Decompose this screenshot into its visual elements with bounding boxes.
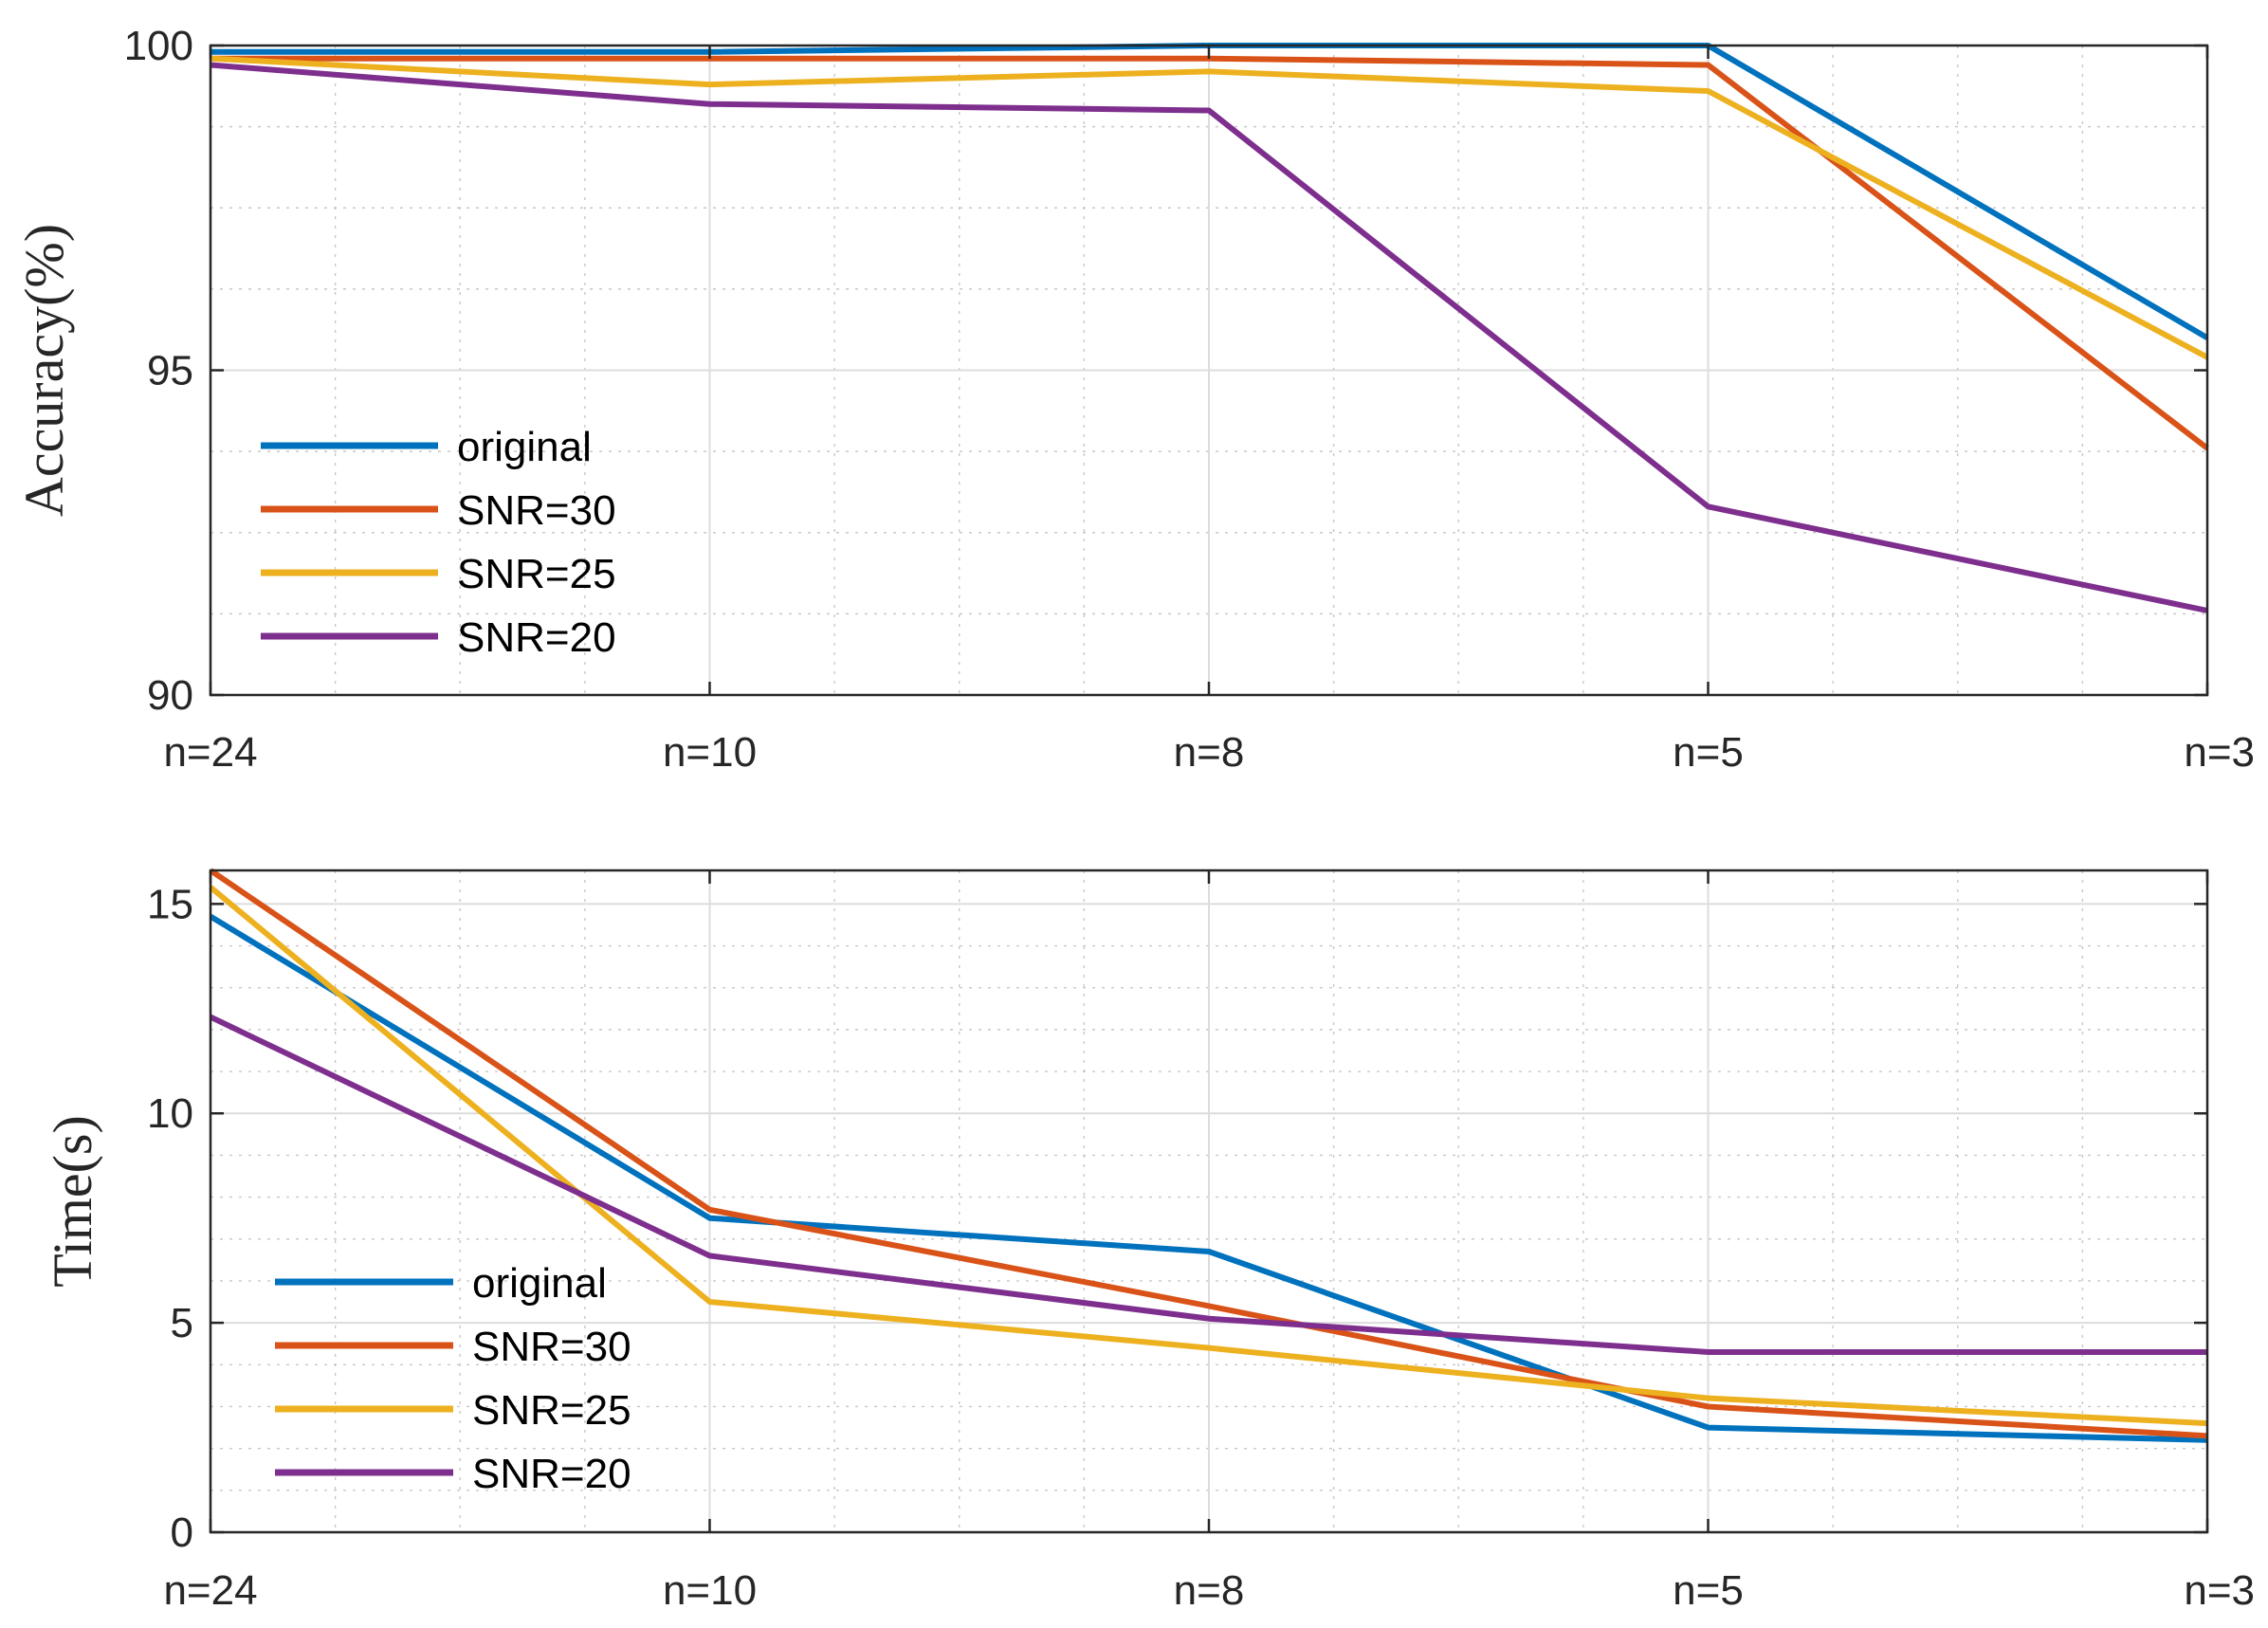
time-legend-label-0: original <box>472 1260 607 1307</box>
time-x-tick-label: n=3 <box>2184 1567 2255 1614</box>
time-y-tick-label: 0 <box>171 1509 193 1556</box>
time-series <box>209 868 2208 1443</box>
time-x-tick-label: n=24 <box>163 1567 257 1614</box>
time-y-tick-label: 10 <box>147 1090 193 1137</box>
accuracy-series-line-3 <box>210 62 2208 613</box>
accuracy-x-tick-label: n=3 <box>2184 729 2255 776</box>
time-y-tick-label: 15 <box>147 881 193 927</box>
time-series-line-1 <box>209 868 2208 1439</box>
accuracy-series-line-2 <box>210 55 2209 360</box>
time-series-line-2 <box>209 885 2208 1427</box>
accuracy-legend-label-0: original <box>457 424 592 470</box>
accuracy-y-axis-title: Accuracy(%) <box>13 224 75 517</box>
accuracy-x-tick-label: n=5 <box>1673 729 1744 776</box>
accuracy-legend-label-1: SNR=30 <box>457 487 616 534</box>
time-x-tick-label: n=8 <box>1174 1567 1245 1614</box>
time-legend-label-2: SNR=25 <box>472 1387 631 1434</box>
time-legend-label-3: SNR=20 <box>472 1451 631 1497</box>
time-y-axis-title: Time(s) <box>42 1115 103 1288</box>
accuracy-grid <box>210 46 2207 695</box>
accuracy-y-tick-label: 95 <box>147 348 193 394</box>
time-legend: original SNR=30 SNR=25 SNR=20 <box>275 1260 631 1497</box>
accuracy-y-tick-label: 90 <box>147 672 193 719</box>
accuracy-x-tick-label: n=8 <box>1174 729 1245 776</box>
time-y-tick-label: 5 <box>171 1300 193 1346</box>
accuracy-legend-label-3: SNR=20 <box>457 614 616 661</box>
accuracy-x-tick-label: n=10 <box>663 729 757 776</box>
time-series-line-3 <box>209 1014 2207 1355</box>
time-series-line-0 <box>209 914 2208 1443</box>
accuracy-x-tick-label: n=24 <box>163 729 257 776</box>
accuracy-y-tick-label: 100 <box>124 23 193 69</box>
accuracy-legend: original SNR=30 SNR=25 SNR=20 <box>261 424 616 661</box>
accuracy-chart: 90 95 100 n=24 n=10 n=8 n=5 n=3 original SNR=30 S… <box>13 23 2255 776</box>
accuracy-legend-label-2: SNR=25 <box>457 551 616 597</box>
time-legend-label-1: SNR=30 <box>472 1324 631 1370</box>
time-x-tick-label: n=10 <box>663 1567 757 1614</box>
time-ticks: 0 5 10 15 n=24 n=10 n=8 n=5 n=3 <box>147 870 2255 1614</box>
time-x-tick-label: n=5 <box>1673 1567 1744 1614</box>
accuracy-ticks: 90 95 100 n=24 n=10 n=8 n=5 n=3 <box>124 23 2255 776</box>
time-chart: 0 5 10 15 n=24 n=10 n=8 n=5 n=3 original SNR=30 SN… <box>42 868 2255 1614</box>
